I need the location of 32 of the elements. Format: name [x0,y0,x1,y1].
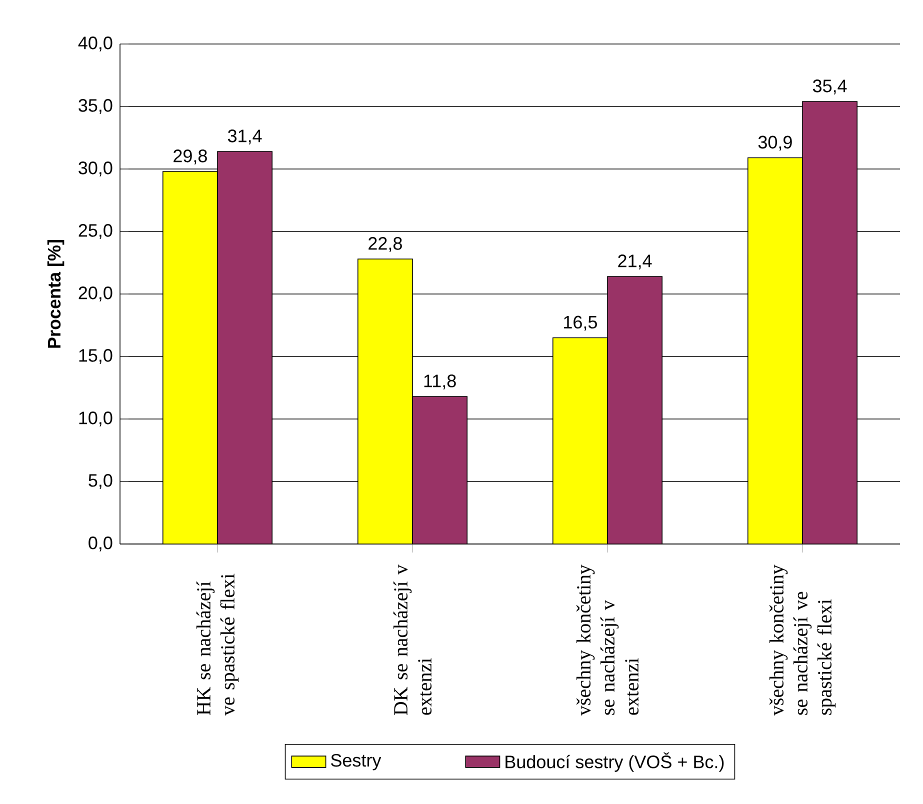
x-tick-label: všechny končetiny se nacházejí ve spastické flexi [769,564,836,716]
legend-label: Budoucí sestry (VOŠ + Bc.) [506,752,724,772]
data-label: 29,8 [174,150,207,164]
x-tick-label: HK se nacházejí ve spastické flexi [196,574,239,716]
data-label: 30,9 [758,136,792,151]
data-label: 11,8 [424,374,456,390]
y-tick-label: 15,0 [79,349,112,364]
bar [412,396,468,544]
data-label: 21,4 [618,254,652,270]
data-label: 22,8 [368,237,402,252]
y-tick-label: 40,0 [78,36,112,52]
bar [162,171,218,544]
y-tick-label: 30,0 [78,162,112,176]
y-tick-label: 35,0 [78,99,112,114]
y-axis-title: Procenta [%] [47,240,64,348]
y-tick-label: 10,0 [79,412,112,426]
x-tick-label: DK se nacházejí v extenzi [393,564,432,716]
bar [747,157,803,544]
data-label: 31,4 [228,130,262,144]
bar [802,101,858,544]
bar [358,258,413,544]
y-tick-label: 20,0 [78,286,112,302]
bar [607,276,662,544]
y-tick-label: 5,0 [88,474,112,489]
data-label: 35,4 [812,80,847,94]
legend-label: Sestry [331,754,382,770]
y-tick-label: 25,0 [78,224,112,239]
data-label: 16,5 [564,316,597,331]
bar [552,337,608,544]
bar [217,151,273,544]
x-tick-label: všechny končetiny se nacházejí v extenzi [576,564,639,716]
y-tick-label: 0,0 [88,536,112,552]
